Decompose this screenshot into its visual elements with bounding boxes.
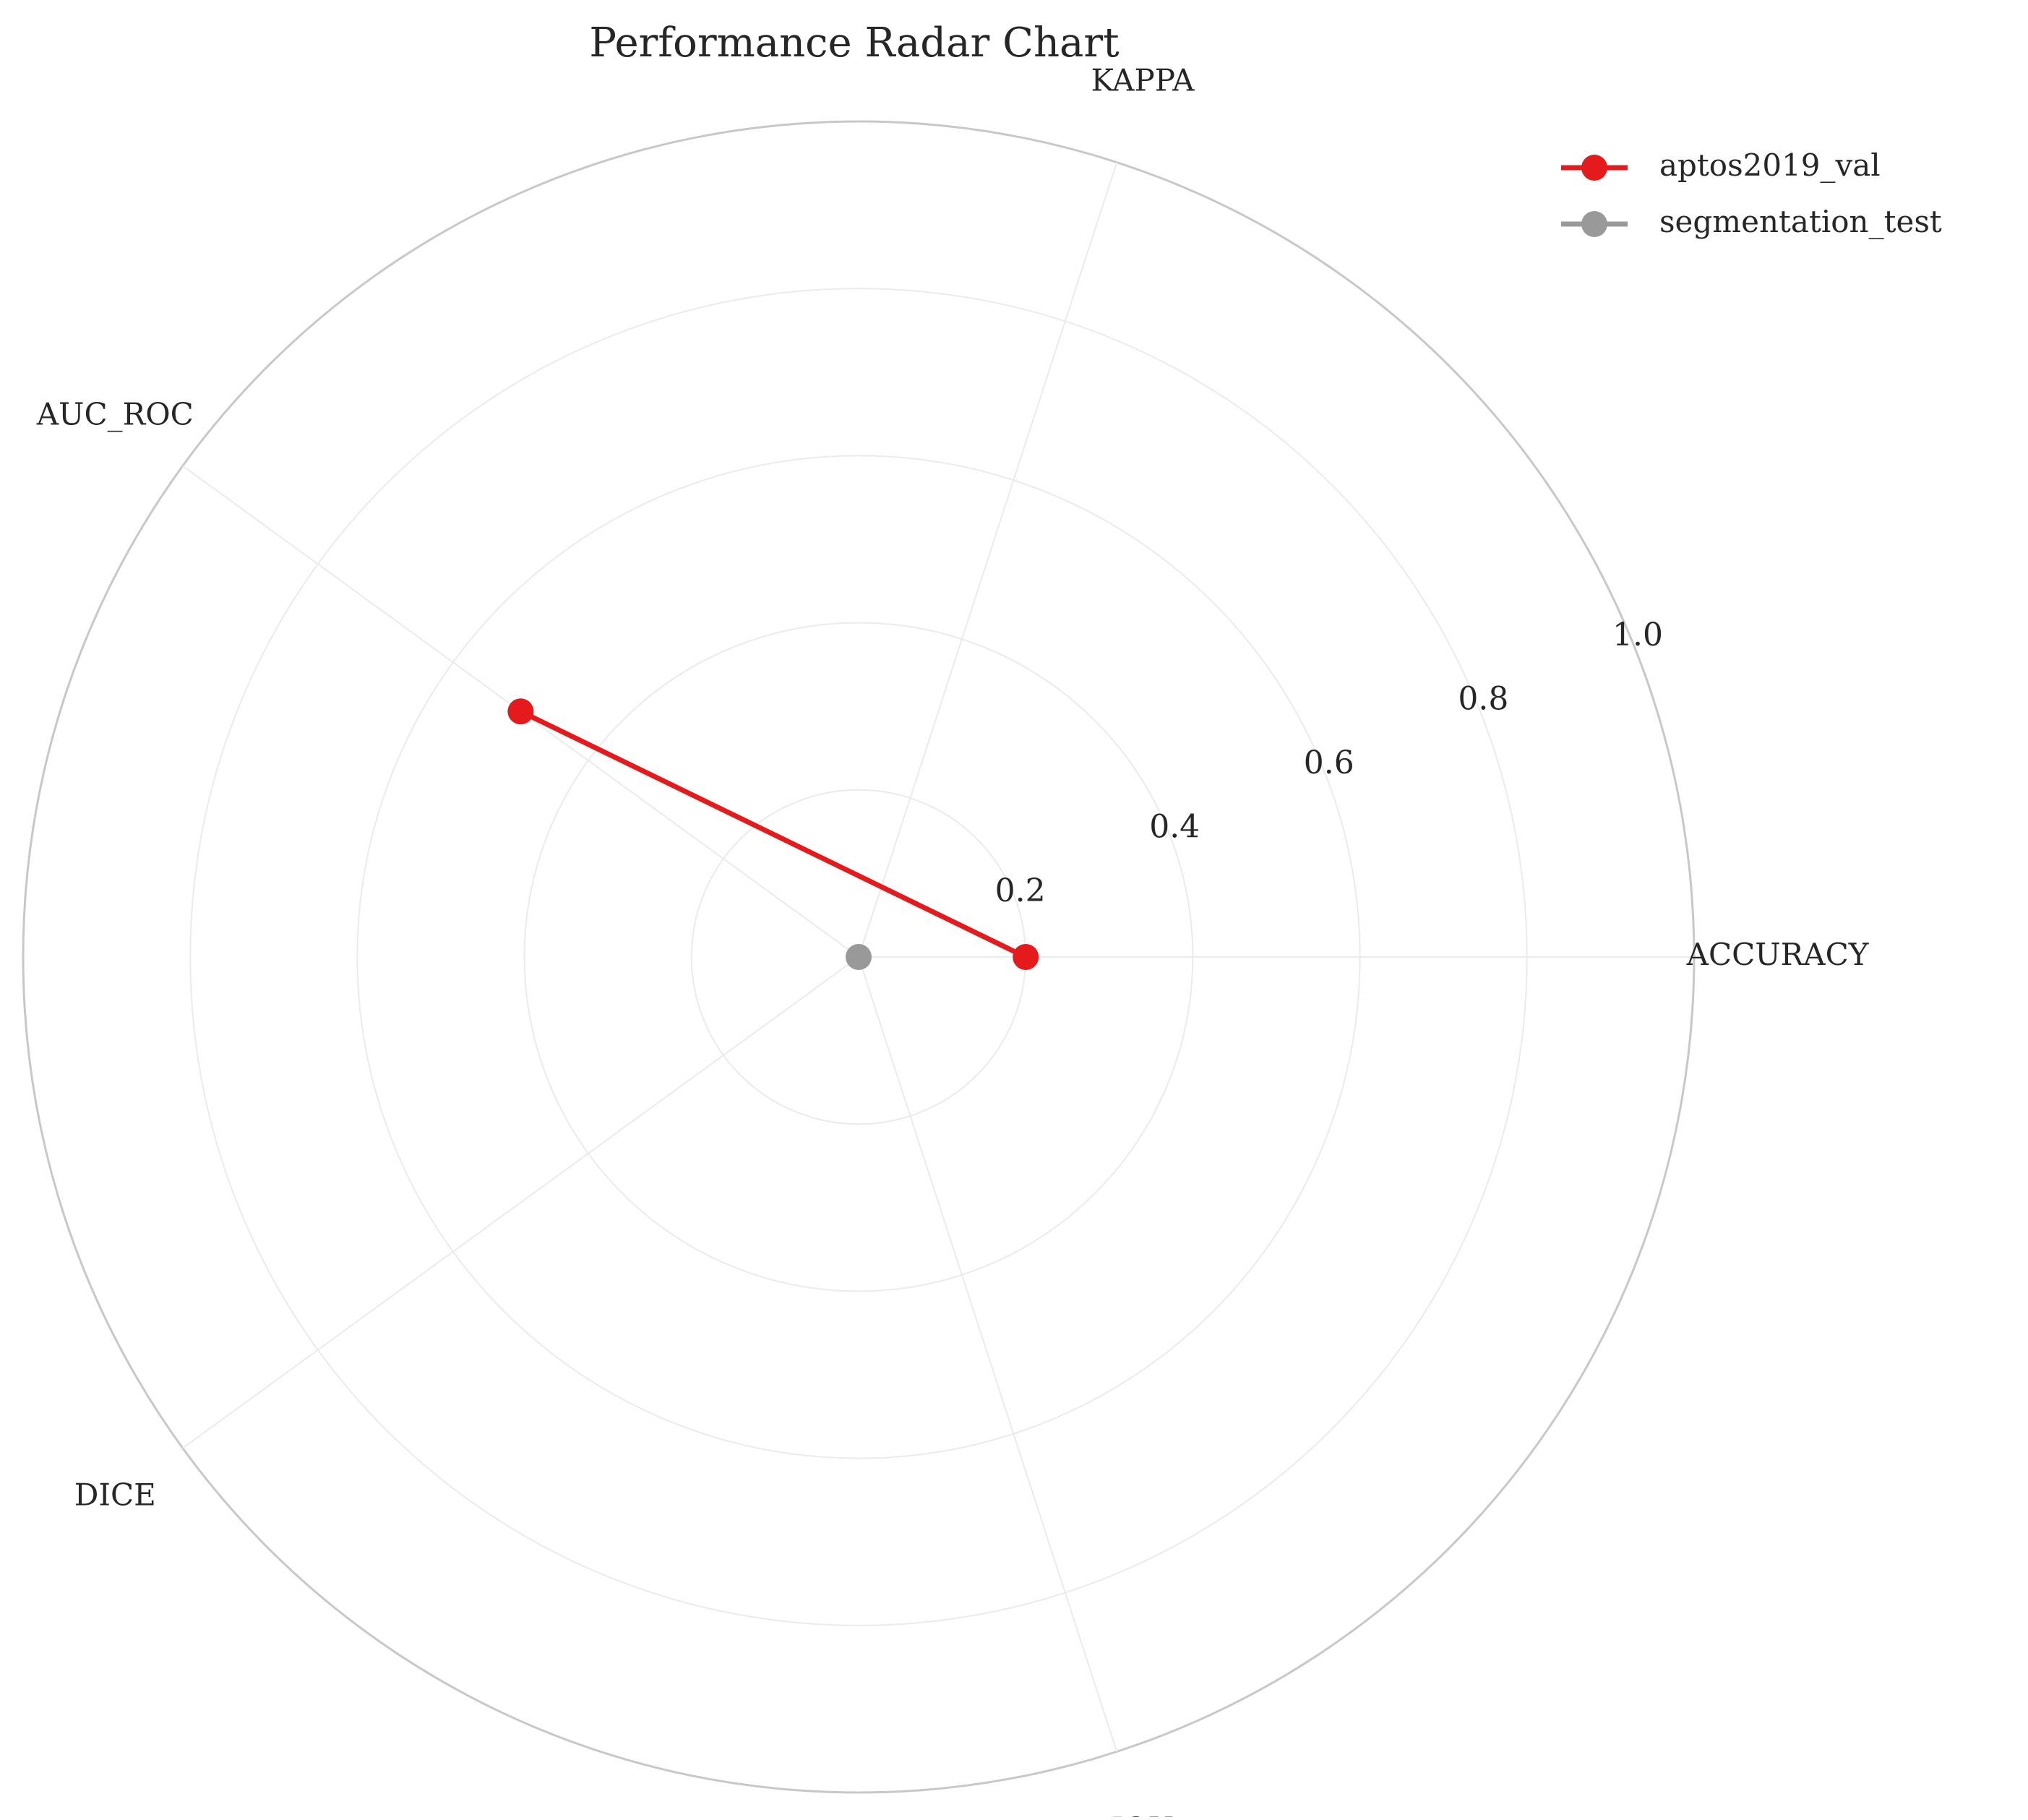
legend-label: segmentation_test (1659, 204, 1942, 239)
radar-axis-label: KAPPA (1091, 63, 1195, 98)
radar-axis-label: AUC_ROC (36, 397, 194, 432)
radar-tick-label: 1.0 (1612, 617, 1663, 653)
chart-title: Performance Radar Chart (589, 20, 1120, 66)
radar-tick-label: 0.8 (1458, 681, 1508, 718)
radar-series (507, 698, 1039, 970)
legend-label: aptos2019_val (1659, 147, 1881, 183)
radar-axis-labels: ACCURACY KAPPA AUC_ROC DICE IOU (36, 63, 1870, 1820)
radar-tick-label: 0.2 (995, 872, 1046, 909)
legend: aptos2019_val segmentation_test (1561, 147, 1942, 239)
radar-axis-label: IOU (1112, 1811, 1174, 1817)
radar-tick-labels: 0.2 0.4 0.6 0.8 1.0 (995, 617, 1663, 909)
radar-spoke (182, 956, 859, 1449)
radar-grid (22, 120, 1696, 1794)
radar-axis-label: ACCURACY (1686, 937, 1870, 972)
radar-spoke (858, 162, 1118, 958)
series-line (517, 708, 1028, 960)
series-point (846, 944, 872, 970)
radar-spoke (858, 956, 1118, 1752)
legend-marker (1581, 211, 1607, 237)
radar-tick-label: 0.6 (1304, 744, 1354, 781)
radar-axis-label: DICE (74, 1477, 156, 1512)
radar-tick-label: 0.4 (1149, 809, 1200, 846)
series-point (507, 698, 534, 725)
series-point (1013, 944, 1039, 970)
legend-marker (1581, 155, 1607, 181)
